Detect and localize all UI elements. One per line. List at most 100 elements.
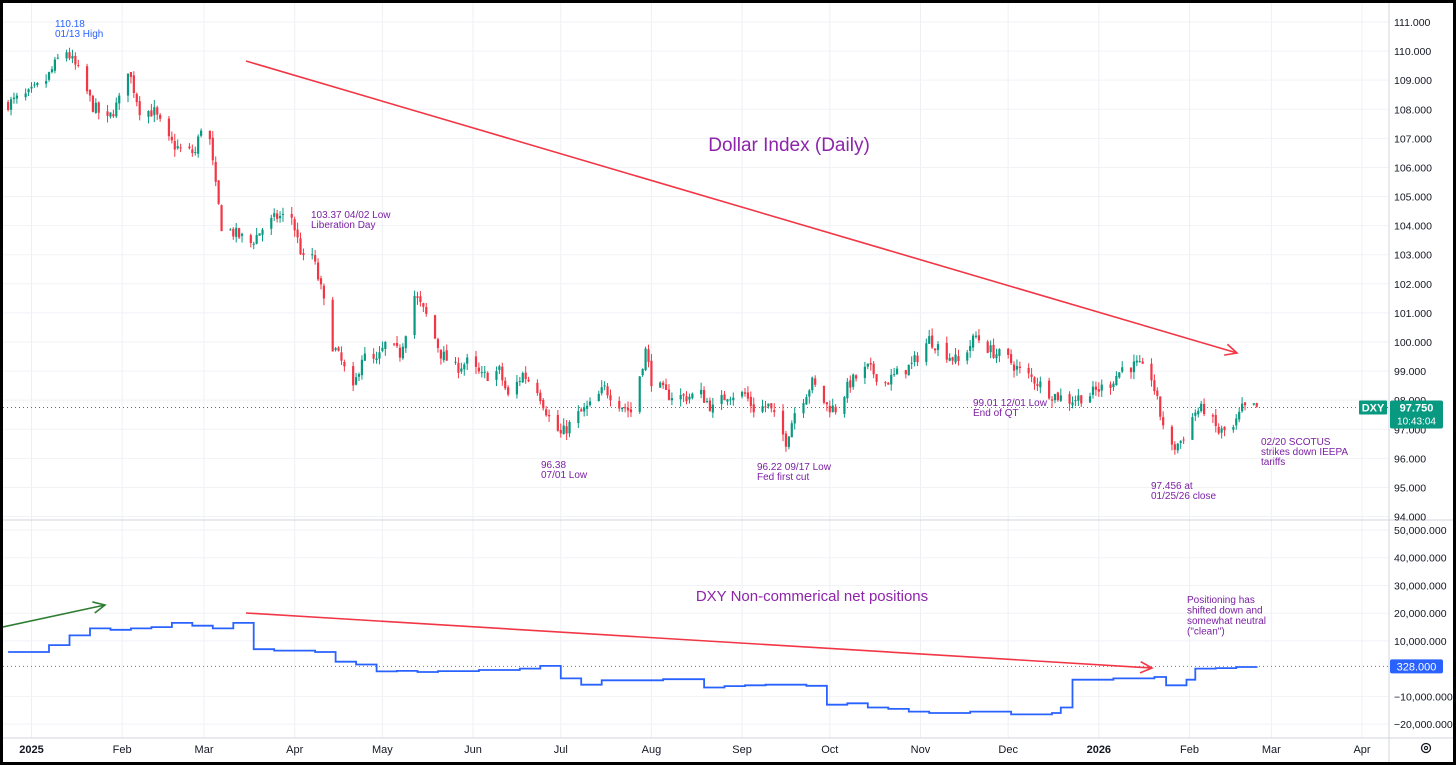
candle-body bbox=[846, 381, 849, 399]
settings-gear-icon[interactable] bbox=[1420, 742, 1432, 754]
time-axis-label: Feb bbox=[1180, 744, 1199, 756]
candle-body bbox=[135, 93, 138, 103]
candle-body bbox=[588, 401, 592, 406]
candle-body bbox=[1094, 386, 1097, 390]
candle-body bbox=[47, 72, 51, 80]
candle-body bbox=[998, 349, 1001, 356]
annotation-liberation-2: Liberation Day bbox=[311, 220, 375, 231]
candle-body bbox=[211, 137, 214, 161]
candle-body bbox=[536, 382, 539, 394]
candle-body bbox=[343, 361, 346, 367]
candle-body bbox=[314, 255, 317, 262]
candle-body bbox=[454, 361, 457, 363]
positions-rise-arrow-shaft bbox=[3, 604, 106, 628]
candle-body bbox=[545, 409, 548, 416]
candle-body bbox=[600, 387, 603, 394]
candle-body bbox=[1056, 392, 1059, 401]
candle-body bbox=[316, 262, 320, 280]
candle-body bbox=[1121, 367, 1124, 372]
candle-body bbox=[647, 349, 650, 362]
candle-body bbox=[322, 285, 326, 299]
candle-body bbox=[793, 413, 796, 424]
candle-body bbox=[925, 343, 928, 362]
candle-body bbox=[281, 213, 285, 215]
time-axis-label: Sep bbox=[732, 744, 752, 756]
candle-body bbox=[1009, 354, 1013, 364]
price-tick-label: 101.000 bbox=[1394, 308, 1432, 320]
candle-body bbox=[1007, 348, 1010, 355]
price-trend-arrow-shaft bbox=[245, 60, 1238, 354]
chart-canvas: 111.000 110.000 109.000 108.000 107.000 106.0… bbox=[3, 3, 1453, 762]
candle-body bbox=[1135, 360, 1138, 363]
positions-pane bbox=[3, 622, 1389, 716]
time-axis-label: 2025 bbox=[19, 744, 43, 756]
annotation-scotus-2: strikes down IEEPA bbox=[1261, 447, 1348, 458]
candle-body bbox=[910, 362, 913, 364]
candle-body bbox=[1018, 366, 1021, 368]
candle-body bbox=[767, 403, 770, 407]
candle-body bbox=[1091, 386, 1095, 395]
candle-body bbox=[232, 228, 235, 237]
candle-body bbox=[664, 384, 668, 390]
time-axis-label: Oct bbox=[821, 744, 838, 756]
candle-body bbox=[463, 364, 466, 370]
price-trend-arrow bbox=[245, 60, 1239, 356]
candle-body bbox=[933, 348, 937, 351]
countdown-value: 10:43:04 bbox=[1397, 416, 1436, 427]
positions-last-tag bbox=[1390, 659, 1443, 674]
candle-body bbox=[1074, 400, 1077, 402]
candle-body bbox=[15, 95, 18, 99]
candle-body bbox=[296, 229, 299, 238]
positions-last-value: 328.000 bbox=[1397, 661, 1437, 673]
candle-body bbox=[729, 399, 732, 401]
candle-body bbox=[606, 386, 609, 396]
candle-body bbox=[200, 130, 203, 136]
candle-body bbox=[12, 97, 16, 100]
time-axis-label: Nov bbox=[911, 744, 931, 756]
candle-body bbox=[156, 107, 159, 115]
positions-trend-arrow-shaft bbox=[245, 612, 1153, 669]
time-axis-label: Feb bbox=[113, 744, 132, 756]
candle-body bbox=[1109, 384, 1112, 388]
price-chart-title: Dollar Index (Daily) bbox=[708, 135, 870, 156]
candle-body bbox=[118, 95, 121, 104]
candle-body bbox=[843, 397, 846, 414]
candle-body bbox=[732, 397, 735, 401]
price-tick-label: 99.000 bbox=[1394, 366, 1426, 378]
candle-body bbox=[109, 112, 112, 117]
candle-body bbox=[71, 55, 74, 59]
positions-note: somewhat neutral bbox=[1187, 616, 1266, 627]
candle-body bbox=[1252, 403, 1255, 405]
candle-body bbox=[436, 339, 440, 348]
candle-body bbox=[1053, 394, 1057, 401]
candle-body bbox=[644, 348, 647, 371]
candle-body bbox=[597, 393, 600, 402]
candle-body bbox=[352, 366, 355, 386]
positions-trend-arrow-head bbox=[1139, 660, 1154, 674]
candle-body bbox=[705, 401, 709, 403]
candle-body bbox=[547, 415, 551, 417]
candle-body bbox=[240, 233, 244, 236]
candle-body bbox=[337, 347, 340, 351]
candle-body bbox=[936, 344, 940, 350]
candle-body bbox=[971, 335, 975, 348]
annotation-scotus: 02/20 SCOTUS bbox=[1261, 437, 1331, 448]
candle-body bbox=[425, 306, 428, 314]
candle-body bbox=[480, 372, 483, 374]
positions-tick-label: 20,000.000 bbox=[1394, 608, 1447, 620]
price-tick-label: 105.000 bbox=[1394, 192, 1432, 204]
positions-note: shifted down and bbox=[1187, 606, 1263, 617]
annotation-jan-close: 97.456 at bbox=[1151, 481, 1193, 492]
candle-body bbox=[483, 371, 486, 373]
candle-body bbox=[764, 406, 767, 408]
candle-body bbox=[214, 161, 217, 182]
candle-body bbox=[85, 66, 89, 92]
candle-body bbox=[916, 355, 919, 363]
symbol-tag bbox=[1359, 400, 1387, 415]
candle-body bbox=[194, 152, 197, 154]
candle-body bbox=[875, 374, 878, 382]
candle-body bbox=[398, 347, 402, 358]
candle-body bbox=[65, 52, 68, 59]
candle-body bbox=[539, 392, 542, 402]
